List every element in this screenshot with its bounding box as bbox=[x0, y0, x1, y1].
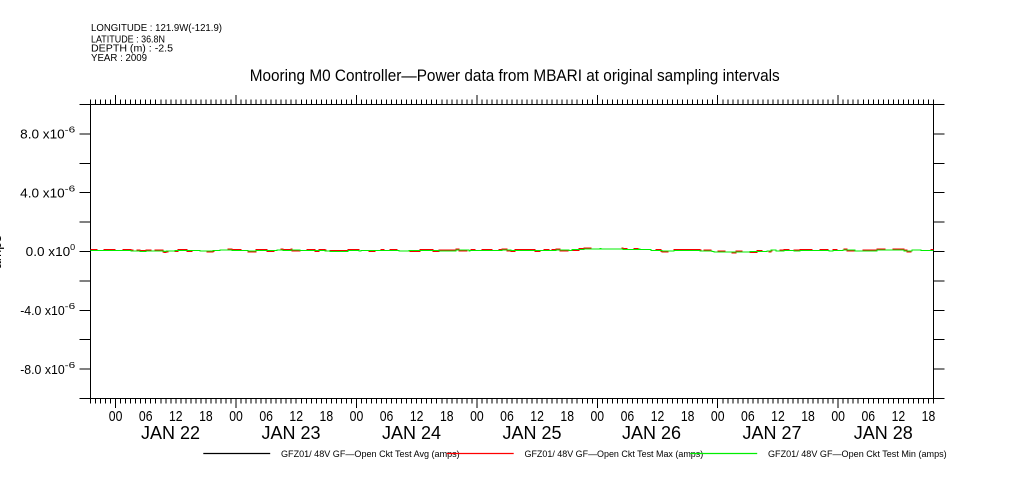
svg-text:12: 12 bbox=[892, 408, 906, 425]
svg-text:JAN 23: JAN 23 bbox=[262, 422, 321, 443]
svg-text:GFZ01/ 48V GF—Open Ckt Test Mi: GFZ01/ 48V GF—Open Ckt Test Min (amps) bbox=[768, 449, 947, 460]
svg-text:06: 06 bbox=[861, 408, 875, 425]
svg-text:4.0 x10: 4.0 x10 bbox=[20, 186, 65, 200]
svg-text:-6: -6 bbox=[65, 183, 76, 193]
svg-text:-4.0 x10: -4.0 x10 bbox=[20, 304, 65, 318]
svg-text:18: 18 bbox=[320, 408, 334, 425]
svg-text:00: 00 bbox=[831, 408, 845, 425]
svg-text:00: 00 bbox=[229, 408, 243, 425]
svg-text:DEPTH (m) : -2.5: DEPTH (m) : -2.5 bbox=[91, 43, 173, 54]
svg-text:-6: -6 bbox=[65, 360, 76, 370]
svg-text:LATITUDE : 36.8N: LATITUDE : 36.8N bbox=[91, 34, 165, 45]
svg-text:00: 00 bbox=[350, 408, 364, 425]
svg-text:12: 12 bbox=[530, 408, 544, 425]
svg-text:GFZ01/ 48V GF—Open Ckt Test Av: GFZ01/ 48V GF—Open Ckt Test Avg (amps) bbox=[281, 449, 460, 460]
svg-text:amps: amps bbox=[0, 235, 5, 269]
svg-text:12: 12 bbox=[410, 408, 424, 425]
svg-text:00: 00 bbox=[470, 408, 484, 425]
svg-text:06: 06 bbox=[380, 408, 394, 425]
svg-text:JAN 25: JAN 25 bbox=[503, 422, 562, 443]
svg-text:18: 18 bbox=[801, 408, 815, 425]
svg-text:0.0 x10: 0.0 x10 bbox=[26, 245, 71, 259]
svg-text:8.0 x10: 8.0 x10 bbox=[20, 127, 65, 141]
svg-text:18: 18 bbox=[440, 408, 454, 425]
svg-text:00: 00 bbox=[711, 408, 725, 425]
svg-text:12: 12 bbox=[169, 408, 183, 425]
svg-text:00: 00 bbox=[109, 408, 123, 425]
svg-text:0: 0 bbox=[70, 242, 75, 252]
svg-text:Mooring M0 Controller—Power da: Mooring M0 Controller—Power data from MB… bbox=[250, 67, 780, 85]
svg-text:00: 00 bbox=[591, 408, 605, 425]
svg-text:18: 18 bbox=[560, 408, 574, 425]
svg-text:JAN 28: JAN 28 bbox=[854, 422, 913, 443]
svg-text:06: 06 bbox=[741, 408, 755, 425]
svg-text:12: 12 bbox=[651, 408, 665, 425]
svg-text:JAN 24: JAN 24 bbox=[382, 422, 441, 443]
svg-text:06: 06 bbox=[500, 408, 514, 425]
svg-text:LONGITUDE : 121.9W(-121.9): LONGITUDE : 121.9W(-121.9) bbox=[91, 23, 222, 34]
svg-text:06: 06 bbox=[139, 408, 153, 425]
svg-text:12: 12 bbox=[289, 408, 303, 425]
svg-text:-6: -6 bbox=[65, 301, 76, 311]
svg-text:JAN 22: JAN 22 bbox=[141, 422, 200, 443]
svg-text:-8.0 x10: -8.0 x10 bbox=[20, 363, 65, 377]
svg-text:-6: -6 bbox=[65, 124, 76, 134]
svg-text:06: 06 bbox=[621, 408, 635, 425]
svg-text:12: 12 bbox=[771, 408, 785, 425]
svg-text:18: 18 bbox=[922, 408, 936, 425]
svg-text:JAN 26: JAN 26 bbox=[622, 422, 681, 443]
svg-text:GFZ01/ 48V GF—Open Ckt Test Ma: GFZ01/ 48V GF—Open Ckt Test Max (amps) bbox=[525, 449, 704, 460]
svg-text:JAN 27: JAN 27 bbox=[743, 422, 802, 443]
svg-text:18: 18 bbox=[199, 408, 213, 425]
svg-text:18: 18 bbox=[681, 408, 695, 425]
svg-text:YEAR : 2009: YEAR : 2009 bbox=[91, 53, 147, 64]
svg-text:06: 06 bbox=[259, 408, 273, 425]
